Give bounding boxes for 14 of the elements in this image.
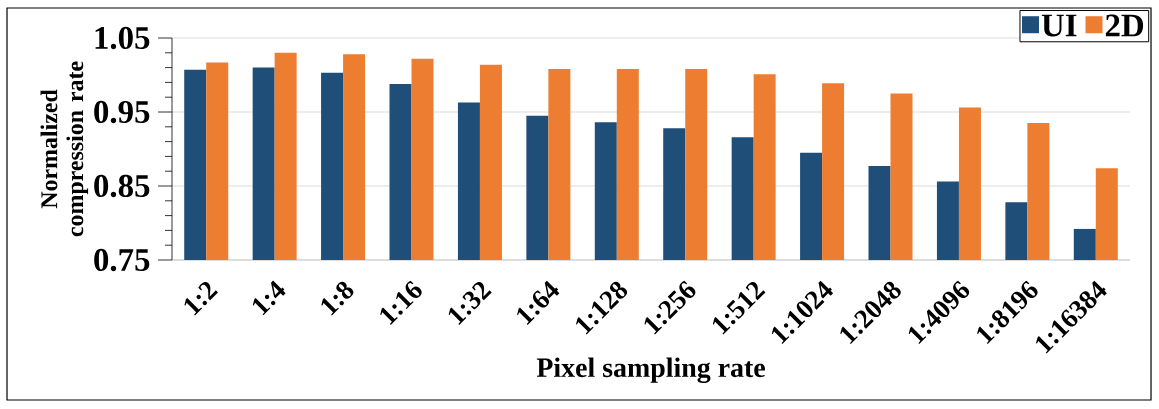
y-tick-label: 0.95 [94, 100, 150, 124]
x-tick-label: 1:64 [517, 280, 560, 325]
y-axis-title: Normalized compression rate [40, 61, 89, 237]
legend-label: 2D [1105, 14, 1144, 37]
y-tick-label: 0.85 [94, 174, 150, 198]
x-tick-label: 1:32 [448, 281, 492, 325]
x-axis-title: Pixel sampling rate [536, 357, 765, 384]
legend-label: UI [1041, 14, 1077, 37]
x-tick-label: 1:16 [380, 280, 422, 325]
x-tick-label: 1:8 [321, 281, 354, 316]
x-tick-label: 1:2 [184, 281, 218, 316]
y-tick-label: 1.05 [95, 26, 150, 50]
x-tick-label: 1:4 [252, 280, 286, 316]
y-tick-label: 0.75 [94, 248, 150, 272]
